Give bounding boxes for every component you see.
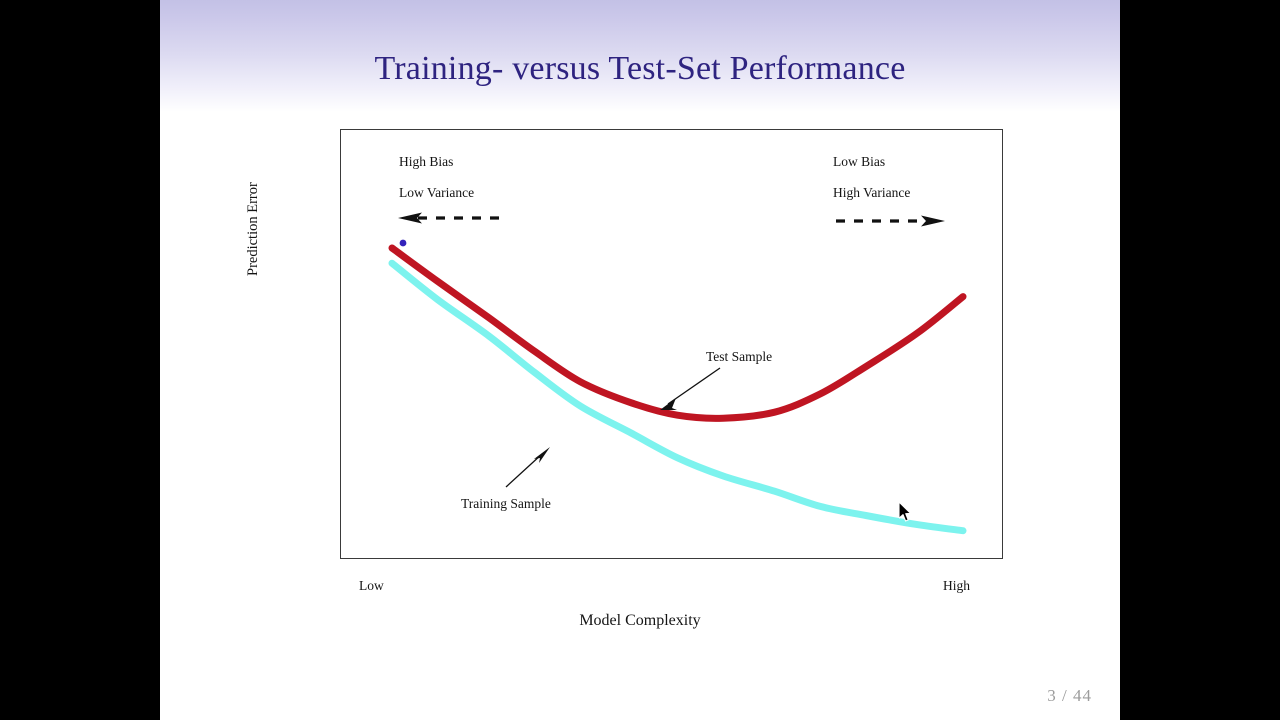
page-title: Training- versus Test-Set Performance xyxy=(374,50,906,87)
annotation-low-bias: Low Bias xyxy=(833,154,886,169)
plot-frame xyxy=(340,129,1003,559)
x-tick-high: High xyxy=(943,578,970,593)
annotation-high-bias: High Bias xyxy=(399,154,454,169)
figure-container: High Bias Low Variance Low Bias High Var… xyxy=(160,0,1120,720)
x-axis-label: Model Complexity xyxy=(579,612,701,629)
label-training-sample: Training Sample xyxy=(461,496,551,511)
page-indicator: 3 / 44 xyxy=(1047,686,1092,705)
x-tick-low: Low xyxy=(359,578,384,593)
presentation-slide: Training- versus Test-Set Performance Hi… xyxy=(160,0,1120,720)
y-axis-label: Prediction Error xyxy=(245,182,261,276)
annotation-high-variance: High Variance xyxy=(833,185,911,200)
label-test-sample: Test Sample xyxy=(706,349,773,364)
annotation-low-variance: Low Variance xyxy=(399,185,475,200)
